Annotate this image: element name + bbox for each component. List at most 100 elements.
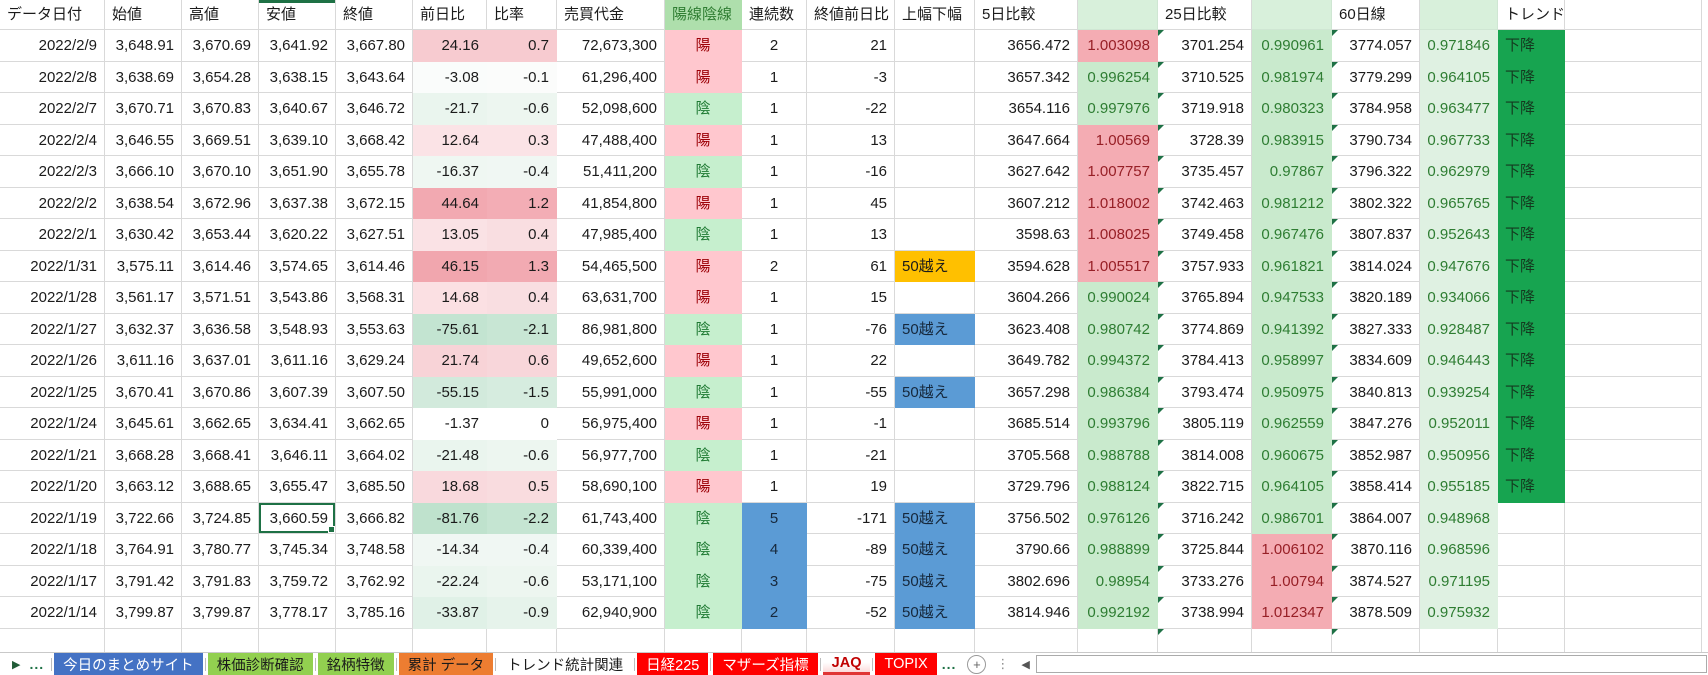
cell-date[interactable]: 2022/1/25 bbox=[0, 376, 105, 408]
cell-range[interactable]: 50越え bbox=[895, 376, 975, 408]
cell-high[interactable]: 3,668.41 bbox=[182, 439, 259, 471]
cell-close[interactable]: 3,667.80 bbox=[336, 30, 413, 62]
cell-trend[interactable]: 下降 bbox=[1498, 124, 1565, 156]
cell-r60[interactable]: 0.948968 bbox=[1420, 502, 1498, 534]
cell-d60[interactable]: 3878.509 bbox=[1332, 597, 1420, 629]
cell-r60[interactable]: 0.952011 bbox=[1420, 408, 1498, 440]
cell-r5[interactable]: 1.008025 bbox=[1078, 219, 1158, 251]
cell-chg[interactable]: -75.61 bbox=[413, 313, 487, 345]
cell-d25[interactable]: 3738.994 bbox=[1158, 597, 1252, 629]
cell-high[interactable]: 3,799.87 bbox=[182, 597, 259, 629]
header-chg[interactable]: 前日比 bbox=[413, 0, 487, 30]
header-range[interactable]: 上幅下幅 bbox=[895, 0, 975, 30]
cell-chg[interactable]: -22.24 bbox=[413, 565, 487, 597]
cell-d25[interactable]: 3793.474 bbox=[1158, 376, 1252, 408]
cell-d5[interactable]: 3756.502 bbox=[975, 502, 1078, 534]
cell-blank[interactable] bbox=[1565, 313, 1702, 345]
cell-close[interactable]: 3,785.16 bbox=[336, 597, 413, 629]
cell-diff[interactable]: -16 bbox=[807, 156, 895, 188]
cell-chg[interactable]: 14.68 bbox=[413, 282, 487, 314]
cell-blank[interactable] bbox=[1565, 376, 1702, 408]
cell-trend[interactable]: 下降 bbox=[1498, 93, 1565, 125]
ghost-cell-low[interactable] bbox=[259, 628, 336, 652]
sheet-tab-7[interactable]: マザーズ指標 bbox=[713, 653, 818, 675]
header-rate[interactable]: 比率 bbox=[487, 0, 557, 30]
cell-high[interactable]: 3,571.51 bbox=[182, 282, 259, 314]
cell-close[interactable]: 3,568.31 bbox=[336, 282, 413, 314]
cell-candle[interactable]: 陽 bbox=[665, 250, 742, 282]
cell-r5[interactable]: 0.992192 bbox=[1078, 597, 1158, 629]
cell-diff[interactable]: -75 bbox=[807, 565, 895, 597]
cell-open[interactable]: 3,638.54 bbox=[105, 187, 182, 219]
cell-volume[interactable]: 47,985,400 bbox=[557, 219, 665, 251]
cell-d60[interactable]: 3858.414 bbox=[1332, 471, 1420, 503]
cell-volume[interactable]: 58,690,100 bbox=[557, 471, 665, 503]
sheet-tab-6[interactable]: 日経225 bbox=[637, 653, 709, 675]
header-r60[interactable] bbox=[1420, 0, 1498, 30]
cell-d5[interactable]: 3802.696 bbox=[975, 565, 1078, 597]
cell-low[interactable]: 3,543.86 bbox=[259, 282, 336, 314]
cell-diff[interactable]: 61 bbox=[807, 250, 895, 282]
cell-open[interactable]: 3,638.69 bbox=[105, 61, 182, 93]
cell-candle[interactable]: 陽 bbox=[665, 345, 742, 377]
cell-low[interactable]: 3,646.11 bbox=[259, 439, 336, 471]
cell-candle[interactable]: 陰 bbox=[665, 534, 742, 566]
sheet-tab-8[interactable]: JAQ bbox=[822, 653, 871, 675]
cell-open[interactable]: 3,575.11 bbox=[105, 250, 182, 282]
cell-streak[interactable]: 1 bbox=[742, 439, 807, 471]
cell-low[interactable]: 3,655.47 bbox=[259, 471, 336, 503]
cell-candle[interactable]: 陰 bbox=[665, 219, 742, 251]
cell-rate[interactable]: -1.5 bbox=[487, 376, 557, 408]
ghost-cell-close[interactable] bbox=[336, 628, 413, 652]
header-candle[interactable]: 陽線陰線 bbox=[665, 0, 742, 30]
cell-r25[interactable]: 0.981212 bbox=[1252, 187, 1332, 219]
cell-volume[interactable]: 86,981,800 bbox=[557, 313, 665, 345]
cell-rate[interactable]: -0.4 bbox=[487, 156, 557, 188]
cell-d25[interactable]: 3719.918 bbox=[1158, 93, 1252, 125]
cell-streak[interactable]: 1 bbox=[742, 376, 807, 408]
cell-range[interactable] bbox=[895, 93, 975, 125]
cell-d60[interactable]: 3834.609 bbox=[1332, 345, 1420, 377]
ghost-cell-high[interactable] bbox=[182, 628, 259, 652]
header-volume[interactable]: 売買代金 bbox=[557, 0, 665, 30]
cell-trend[interactable]: 下降 bbox=[1498, 61, 1565, 93]
cell-diff[interactable]: 15 bbox=[807, 282, 895, 314]
cell-high[interactable]: 3,662.65 bbox=[182, 408, 259, 440]
cell-chg[interactable]: 12.64 bbox=[413, 124, 487, 156]
cell-r60[interactable]: 0.952643 bbox=[1420, 219, 1498, 251]
ghost-cell-streak[interactable] bbox=[742, 628, 807, 652]
cell-r60[interactable]: 0.962979 bbox=[1420, 156, 1498, 188]
header-diff[interactable]: 終値前日比 bbox=[807, 0, 895, 30]
cell-range[interactable] bbox=[895, 187, 975, 219]
cell-rate[interactable]: -0.6 bbox=[487, 439, 557, 471]
cell-chg[interactable]: -14.34 bbox=[413, 534, 487, 566]
cell-d5[interactable]: 3656.472 bbox=[975, 30, 1078, 62]
cell-r60[interactable]: 0.968596 bbox=[1420, 534, 1498, 566]
sheet-tab-4[interactable]: 累計 データ bbox=[398, 653, 494, 675]
ghost-cell-candle[interactable] bbox=[665, 628, 742, 652]
cell-d60[interactable]: 3779.299 bbox=[1332, 61, 1420, 93]
cell-streak[interactable]: 1 bbox=[742, 187, 807, 219]
tab-overflow-right[interactable]: ... bbox=[941, 656, 957, 672]
ghost-cell-chg[interactable] bbox=[413, 628, 487, 652]
ghost-cell-d25[interactable] bbox=[1158, 628, 1252, 652]
cell-open[interactable]: 3,799.87 bbox=[105, 597, 182, 629]
cell-low[interactable]: 3,745.34 bbox=[259, 534, 336, 566]
cell-close[interactable]: 3,553.63 bbox=[336, 313, 413, 345]
cell-rate[interactable]: 0.4 bbox=[487, 282, 557, 314]
cell-rate[interactable]: 1.2 bbox=[487, 187, 557, 219]
cell-low[interactable]: 3,638.15 bbox=[259, 61, 336, 93]
cell-blank[interactable] bbox=[1565, 597, 1702, 629]
cell-d5[interactable]: 3657.342 bbox=[975, 61, 1078, 93]
cell-streak[interactable]: 1 bbox=[742, 156, 807, 188]
cell-diff[interactable]: -76 bbox=[807, 313, 895, 345]
cell-range[interactable] bbox=[895, 408, 975, 440]
cell-streak[interactable]: 1 bbox=[742, 219, 807, 251]
cell-d5[interactable]: 3654.116 bbox=[975, 93, 1078, 125]
cell-d60[interactable]: 3827.333 bbox=[1332, 313, 1420, 345]
cell-d25[interactable]: 3710.525 bbox=[1158, 61, 1252, 93]
cell-trend[interactable]: 下降 bbox=[1498, 313, 1565, 345]
cell-blank[interactable] bbox=[1565, 471, 1702, 503]
cell-diff[interactable]: -55 bbox=[807, 376, 895, 408]
cell-diff[interactable]: -3 bbox=[807, 61, 895, 93]
